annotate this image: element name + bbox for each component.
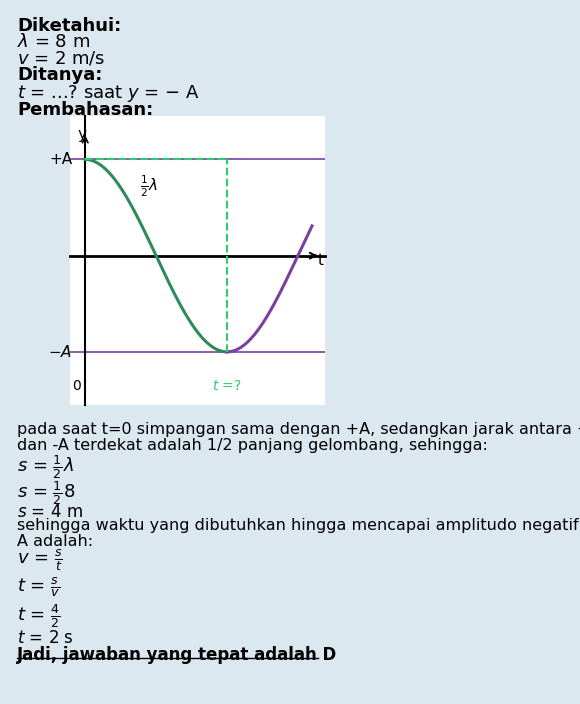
Text: Diketahui:: Diketahui: — [17, 17, 122, 35]
Text: $s$ = $\frac{1}{2}$8: $s$ = $\frac{1}{2}$8 — [17, 479, 76, 507]
Text: $\frac{1}{2}$$\lambda$: $\frac{1}{2}$$\lambda$ — [140, 174, 158, 199]
Text: $t$ = $\frac{4}{2}$: $t$ = $\frac{4}{2}$ — [17, 602, 61, 630]
Text: Jadi, jawaban yang tepat adalah D: Jadi, jawaban yang tepat adalah D — [17, 646, 338, 665]
Text: sehingga waktu yang dibutuhkan hingga mencapai amplitudo negatif -: sehingga waktu yang dibutuhkan hingga me… — [17, 518, 580, 533]
Text: $t$ = ...? saat $y$ = $-$ A: $t$ = ...? saat $y$ = $-$ A — [17, 83, 200, 104]
Text: $v$ = $\frac{s}{t}$: $v$ = $\frac{s}{t}$ — [17, 548, 63, 574]
Text: $\lambda$ = 8 m: $\lambda$ = 8 m — [17, 33, 90, 51]
Text: $v$ = 2 m/s: $v$ = 2 m/s — [17, 49, 106, 68]
Text: 0: 0 — [72, 379, 81, 393]
Text: Ditanya:: Ditanya: — [17, 66, 103, 84]
Text: Pembahasan:: Pembahasan: — [17, 101, 154, 119]
Text: $t$ = $\frac{s}{v}$: $t$ = $\frac{s}{v}$ — [17, 575, 60, 599]
Text: $t$ = 2 s: $t$ = 2 s — [17, 629, 74, 647]
Text: y: y — [77, 127, 86, 142]
Text: t: t — [318, 253, 324, 268]
Text: pada saat t=0 simpangan sama dengan +A, sedangkan jarak antara +A: pada saat t=0 simpangan sama dengan +A, … — [17, 422, 580, 437]
Text: $t$ =?: $t$ =? — [212, 379, 242, 393]
Text: A adalah:: A adalah: — [17, 534, 93, 548]
Text: $s$ = 4 m: $s$ = 4 m — [17, 503, 84, 521]
Text: $s$ = $\frac{1}{2}$$\lambda$: $s$ = $\frac{1}{2}$$\lambda$ — [17, 453, 74, 482]
Text: dan -A terdekat adalah 1/2 panjang gelombang, sehingga:: dan -A terdekat adalah 1/2 panjang gelom… — [17, 438, 488, 453]
Text: $-A$: $-A$ — [48, 344, 72, 360]
Text: +A: +A — [49, 152, 72, 167]
